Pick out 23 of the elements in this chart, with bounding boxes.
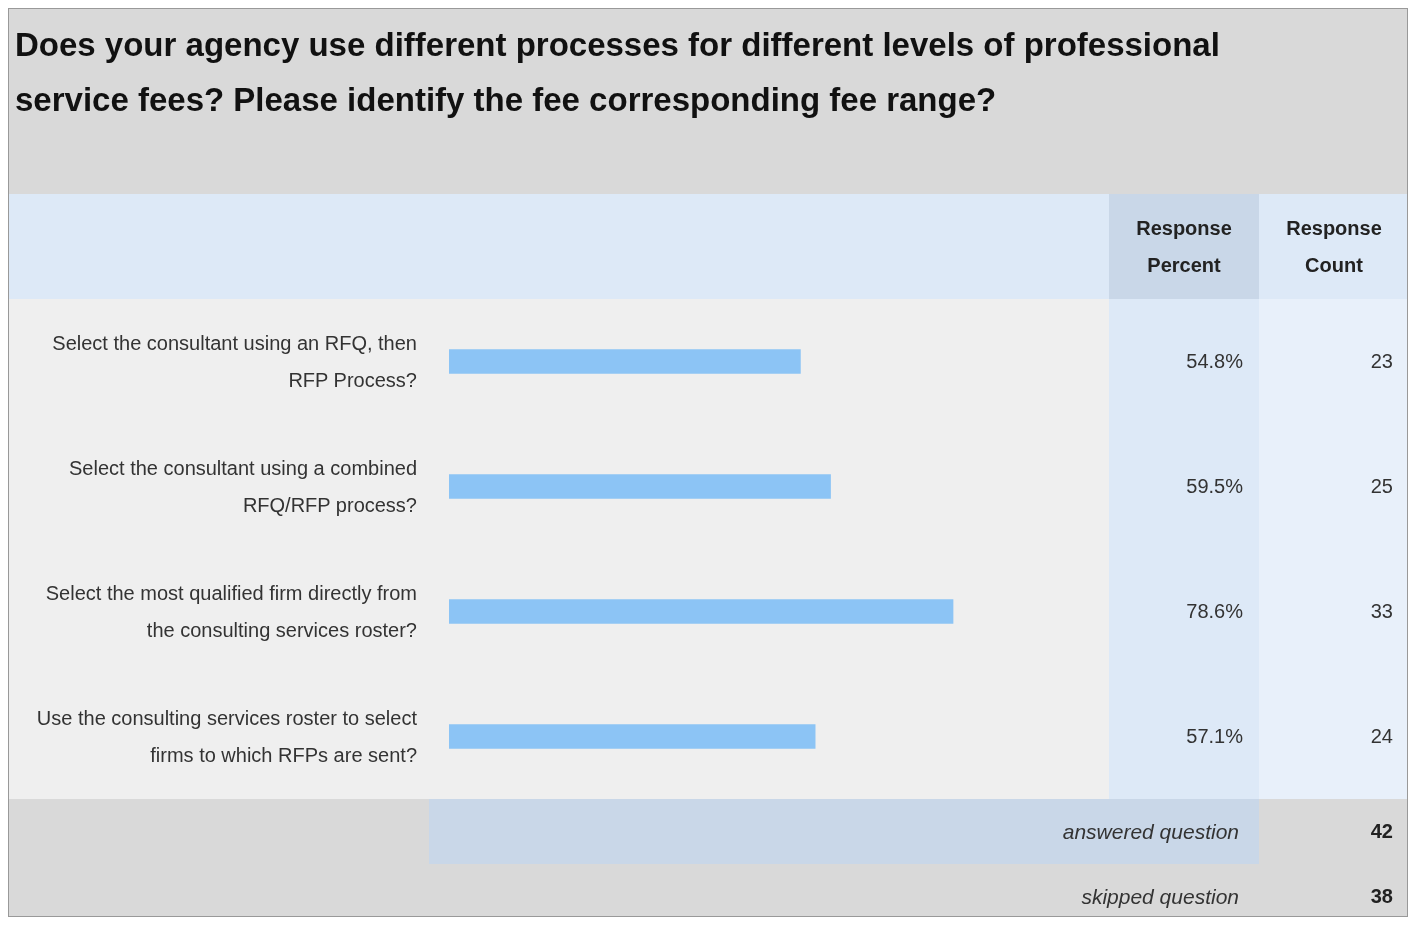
- y-tick-label: Select the consultant using a combined RFQ/RFP process?: [9, 424, 429, 549]
- text: 23: [1259, 299, 1408, 424]
- text: 38: [1369, 884, 1394, 909]
- bar: [449, 724, 816, 749]
- text: 42: [1259, 799, 1408, 864]
- bar: [449, 599, 954, 624]
- bar: [449, 474, 831, 499]
- data-label: 54.8%: [1109, 299, 1259, 424]
- data-label: 57.1%: [1109, 674, 1259, 799]
- text: Response Percent: [1109, 194, 1259, 299]
- y-tick-label: Use the consulting services roster to select firms to which RFPs are sent?: [9, 674, 429, 799]
- text: Response Count: [1259, 194, 1408, 299]
- bar: [449, 349, 801, 374]
- chart-title: Does your agency use different processes for different levels of professional service fees? Please identify the fee corresponding fee range?: [14, 25, 1221, 120]
- text: 24: [1259, 674, 1408, 799]
- data-label: 59.5%: [1109, 424, 1259, 549]
- text: answered question: [429, 799, 1259, 864]
- y-tick-label: Select the consultant using an RFQ, then RFP Process?: [9, 299, 429, 424]
- text: 33: [1259, 549, 1408, 674]
- text: skipped question: [1080, 883, 1240, 910]
- text: 25: [1259, 424, 1408, 549]
- data-label: 78.6%: [1109, 549, 1259, 674]
- y-tick-label: Select the most qualified firm directly from the consulting services roster?: [9, 549, 429, 674]
